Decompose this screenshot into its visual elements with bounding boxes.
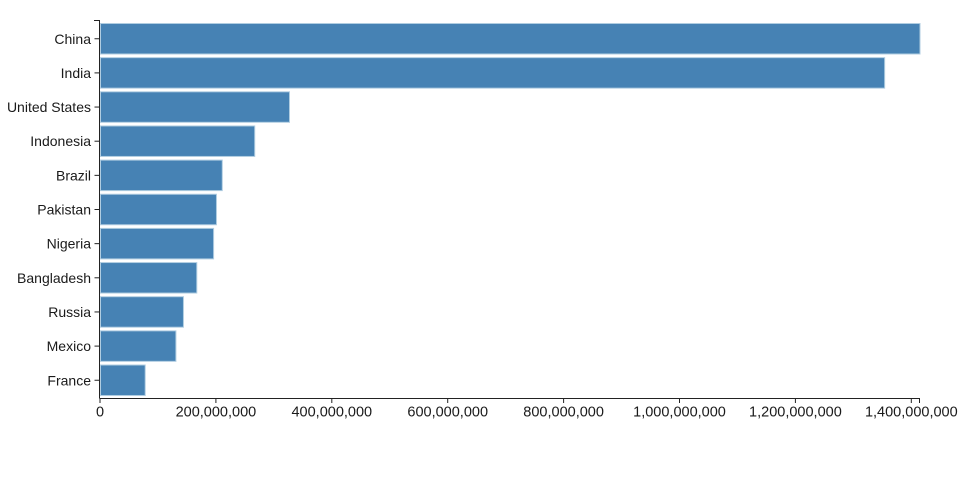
x-axis-tick-label: 0 bbox=[96, 405, 104, 421]
y-axis-label: France bbox=[47, 372, 91, 388]
x-axis-tick-label: 800,000,000 bbox=[523, 405, 604, 421]
bar bbox=[100, 364, 146, 396]
x-axis-tick-label: 200,000,000 bbox=[176, 405, 257, 421]
y-axis-label: China bbox=[54, 31, 91, 47]
y-axis-label: Brazil bbox=[56, 167, 91, 183]
x-axis-line bbox=[99, 398, 920, 403]
y-axis-label: India bbox=[61, 65, 92, 81]
y-axis-label: United States bbox=[7, 99, 91, 115]
y-axis-label: Russia bbox=[48, 304, 91, 320]
y-axis-label: Nigeria bbox=[47, 236, 92, 252]
bar bbox=[100, 125, 256, 157]
bar bbox=[100, 227, 215, 260]
bar bbox=[100, 91, 290, 123]
y-axis-label: Pakistan bbox=[37, 202, 91, 218]
y-axis-label: Bangladesh bbox=[17, 270, 91, 286]
bar bbox=[100, 330, 177, 362]
bar bbox=[100, 193, 217, 226]
x-axis-tick-label: 1,000,000,000 bbox=[633, 405, 726, 421]
bar bbox=[100, 159, 223, 192]
y-axis-line bbox=[94, 20, 100, 399]
y-axis-label: Indonesia bbox=[30, 133, 91, 149]
x-axis-tick-label: 1,400,000,000 bbox=[865, 405, 958, 421]
x-axis-tick-label: 600,000,000 bbox=[407, 405, 488, 421]
bar bbox=[100, 23, 921, 55]
bar bbox=[100, 262, 198, 294]
bar bbox=[100, 296, 184, 328]
bar bbox=[100, 57, 886, 89]
x-axis-tick-label: 400,000,000 bbox=[291, 405, 372, 421]
x-axis-tick-label: 1,200,000,000 bbox=[749, 405, 842, 421]
y-axis-label: Mexico bbox=[47, 338, 92, 354]
